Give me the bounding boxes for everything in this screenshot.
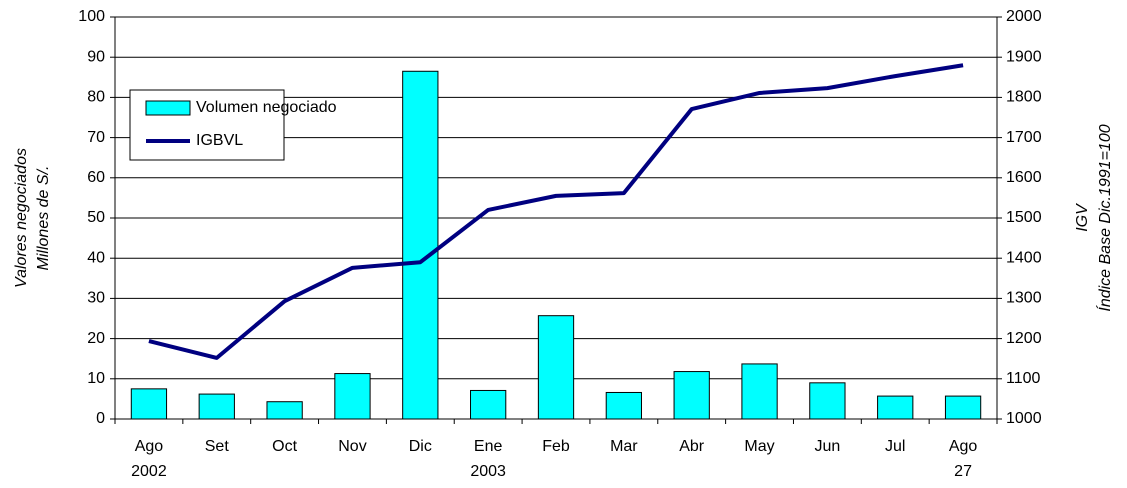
x-tick-label: Ago (949, 438, 978, 455)
x-tick-label: Jun (814, 438, 840, 455)
y2-tick-label: 1000 (1006, 410, 1042, 427)
y2-tick-label: 1700 (1006, 129, 1042, 146)
y-tick-label: 100 (78, 8, 105, 25)
y-tick-label: 30 (87, 290, 105, 307)
bar (944, 395, 982, 420)
x-tick-label: Ene (474, 438, 503, 455)
y2-tick-label: 1100 (1006, 370, 1041, 387)
y2-tick-label: 1900 (1006, 48, 1042, 65)
y-tick-label: 80 (87, 89, 105, 106)
bar (809, 382, 846, 420)
y2-tick-label: 1300 (1006, 290, 1042, 307)
y-tick-label: 50 (87, 209, 105, 226)
y2-axis-title: Índice Base Dic.1991=100 (1095, 124, 1114, 311)
bar (877, 395, 914, 420)
y2-tick-label: 1600 (1006, 169, 1042, 186)
x-tick-label: Ago (135, 438, 164, 455)
y2-tick-label: 1200 (1006, 330, 1042, 347)
y2-tick-label: 1800 (1006, 89, 1042, 106)
legend-swatch (145, 100, 191, 116)
bar (402, 70, 439, 420)
x-tick-label: Feb (542, 438, 570, 455)
y-tick-label: 40 (87, 249, 105, 266)
y2-axis-title: IGV (1074, 203, 1091, 232)
bar (198, 393, 235, 420)
legend-label: Volumen negociado (196, 99, 337, 116)
bar (130, 388, 168, 420)
x-tick-label: Jul (885, 438, 905, 455)
y2-tick-label: 2000 (1006, 8, 1042, 25)
legend-label: IGBVL (196, 132, 243, 149)
x-tick-label: Mar (610, 438, 638, 455)
y-tick-label: 60 (87, 169, 105, 186)
y-tick-label: 90 (87, 48, 105, 65)
x-tick-sublabel: 2002 (131, 463, 167, 480)
y-axis-title: Millones de S/. (35, 166, 52, 271)
y-axis-title: Valores negociados (13, 148, 30, 288)
y2-tick-label: 1400 (1006, 249, 1042, 266)
x-tick-label: Set (205, 438, 230, 455)
bar (470, 389, 507, 420)
bar (673, 371, 710, 420)
y-tick-label: 70 (87, 129, 105, 146)
x-tick-label: Oct (272, 438, 297, 455)
bar (741, 363, 778, 420)
y-tick-label: 0 (96, 410, 105, 427)
y-tick-label: 20 (87, 330, 105, 347)
x-tick-label: Abr (679, 438, 705, 455)
bar (537, 315, 575, 420)
y2-tick-label: 1500 (1006, 209, 1042, 226)
bar (334, 373, 371, 420)
x-tick-label: Nov (338, 438, 366, 455)
y-tick-label: 10 (87, 370, 105, 387)
x-tick-sublabel: 2003 (470, 463, 506, 480)
x-tick-label: May (744, 438, 774, 455)
bar (266, 401, 303, 420)
x-tick-sublabel: 27 (954, 463, 972, 480)
x-tick-label: Dic (409, 438, 432, 455)
line (148, 63, 964, 360)
bar (605, 391, 642, 420)
